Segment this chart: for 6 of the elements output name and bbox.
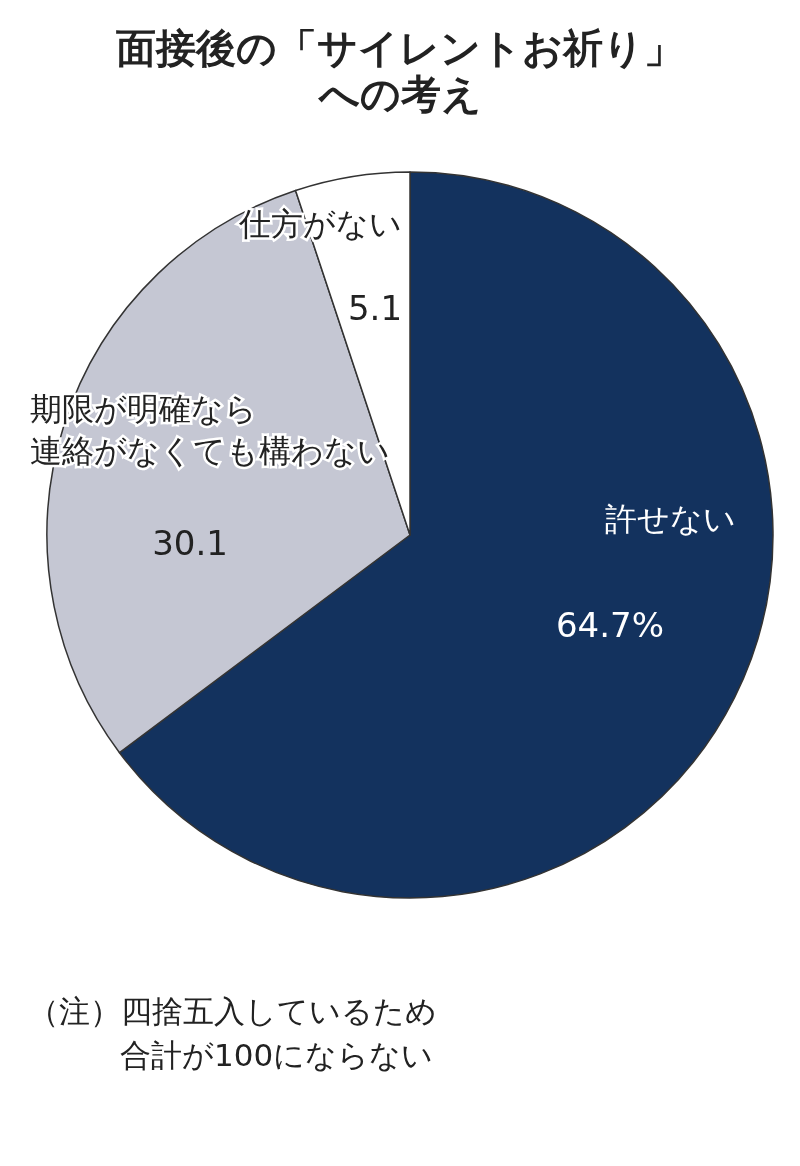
- data-label: 5.1: [347, 288, 403, 328]
- data-label: 64.7%: [555, 605, 665, 645]
- text: （注）四捨五入しているため合計が100にならない: [28, 993, 437, 1073]
- data-label: 30.1: [152, 523, 228, 563]
- slice-label: 許せない: [605, 500, 736, 538]
- chart-title: 面接後の「サイレントお祈り」への考え: [116, 25, 684, 117]
